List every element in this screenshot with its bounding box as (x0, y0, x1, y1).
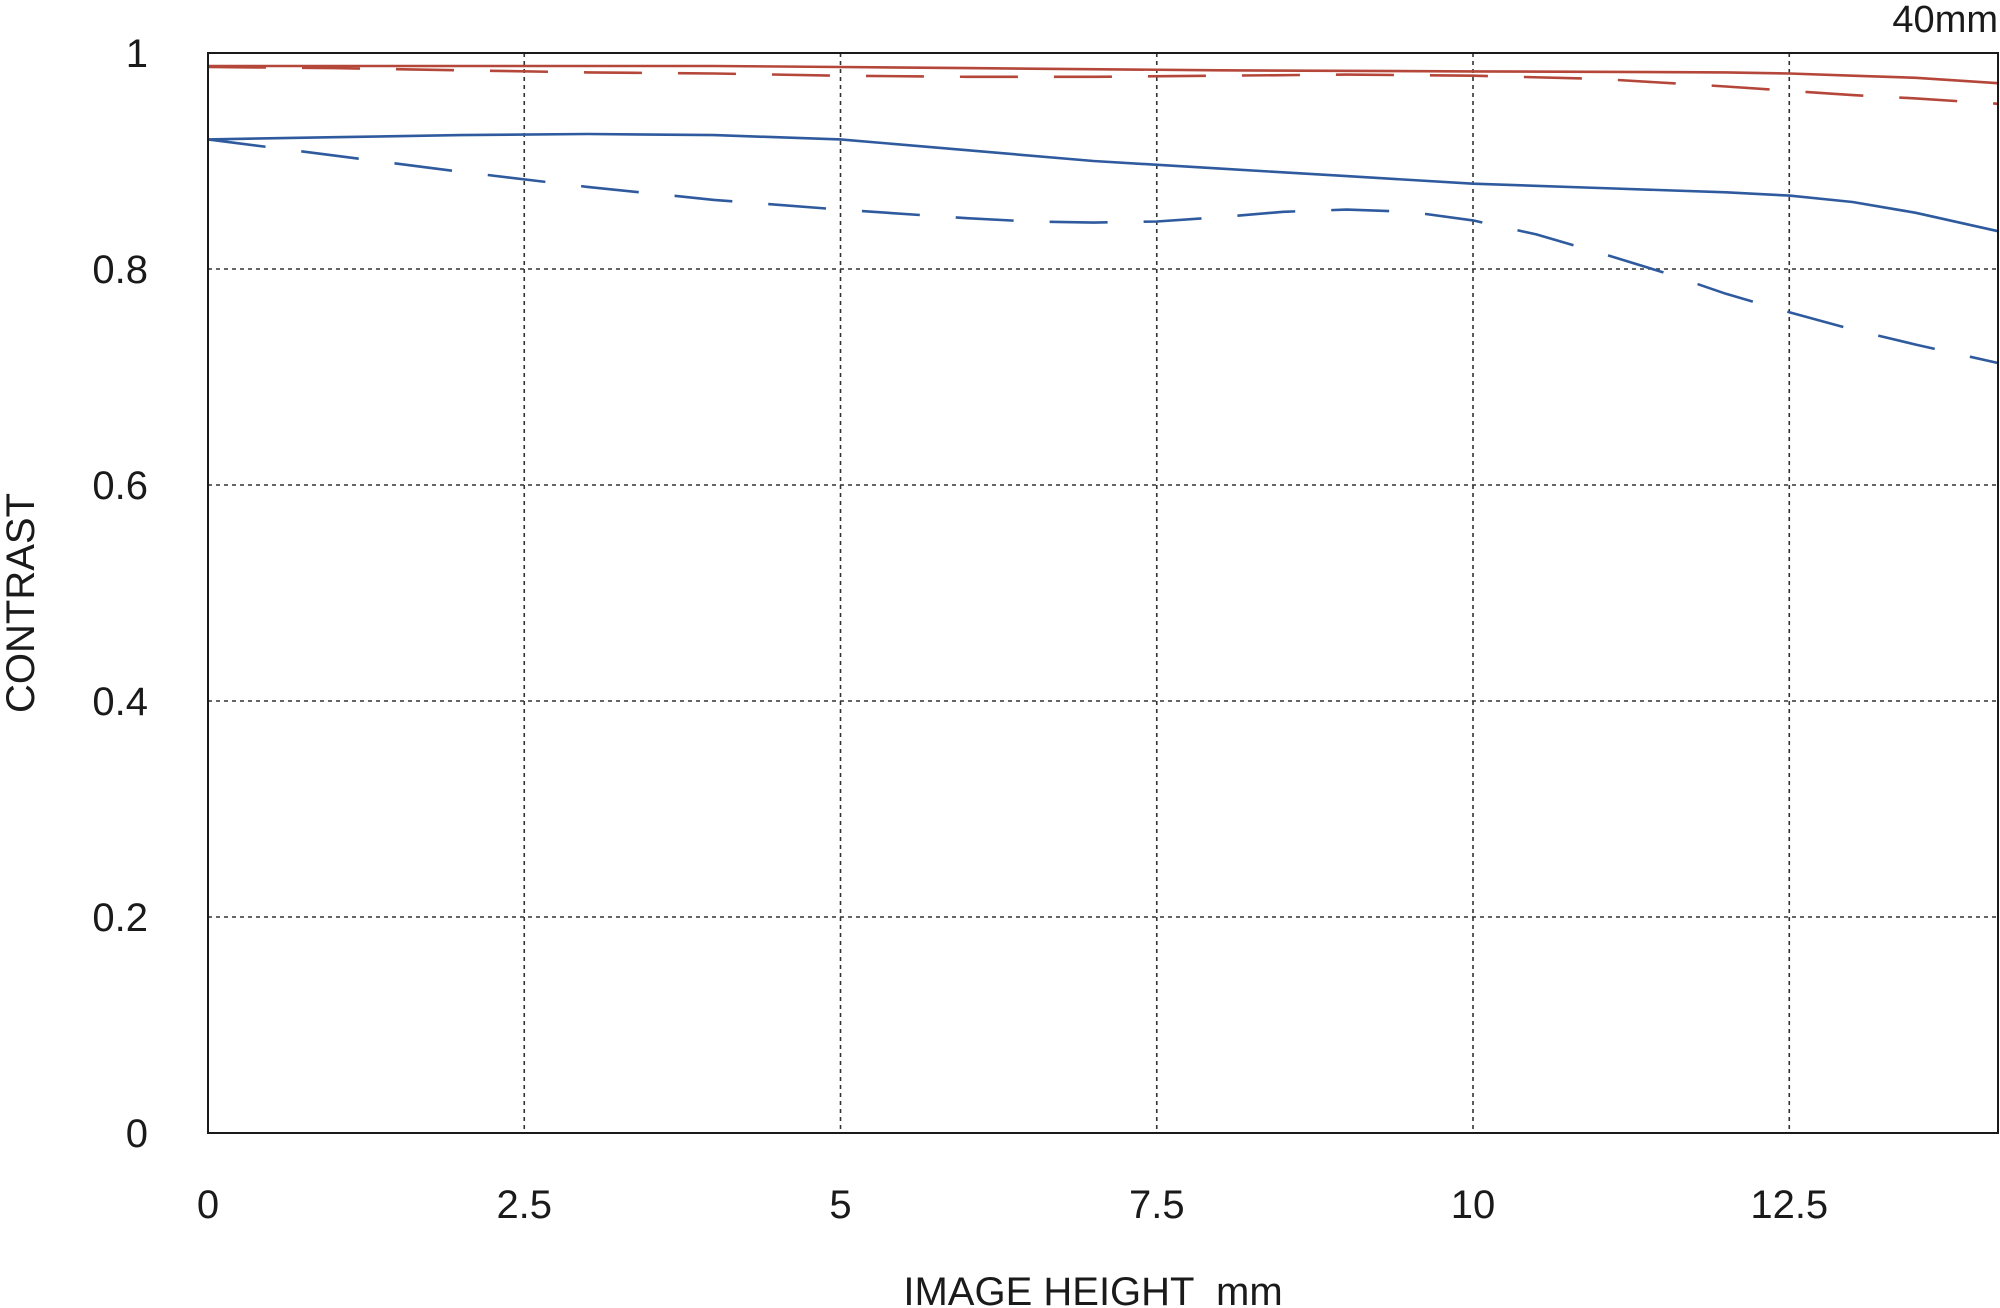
x-tick-label: 7.5 (1129, 1183, 1185, 1227)
plot-frame (207, 52, 1999, 1134)
y-axis-title: CONTRAST (0, 493, 43, 713)
y-tick-labels: 0 0.2 0.4 0.6 0.8 1 (92, 32, 148, 1156)
series-line-3 (207, 132, 1999, 233)
x-tick-label: 5 (829, 1183, 851, 1227)
y-tick-label: 0.4 (92, 680, 148, 724)
series-lines (207, 64, 1999, 365)
x-tick-label: 10 (1451, 1183, 1496, 1227)
y-tick-label: 0.6 (92, 464, 148, 508)
y-tick-label: 0.8 (92, 248, 148, 292)
series-line-4 (207, 138, 1999, 365)
y-tick-label: 1 (126, 32, 148, 76)
x-tick-label: 12.5 (1750, 1183, 1828, 1227)
series-line-2 (207, 65, 1999, 106)
grid (208, 53, 1998, 1133)
y-tick-label: 0 (126, 1112, 148, 1156)
x-tick-label: 2.5 (496, 1183, 552, 1227)
x-tick-labels: 0 2.5 5 7.5 10 12.5 (197, 1183, 1828, 1227)
x-axis-title: IMAGE HEIGHT mm (903, 1270, 1282, 1308)
y-tick-label: 0.2 (92, 896, 148, 940)
series-line-1 (208, 64, 1999, 85)
focal-length-label: 40mm (1892, 0, 1998, 41)
x-tick-label: 0 (197, 1183, 219, 1227)
